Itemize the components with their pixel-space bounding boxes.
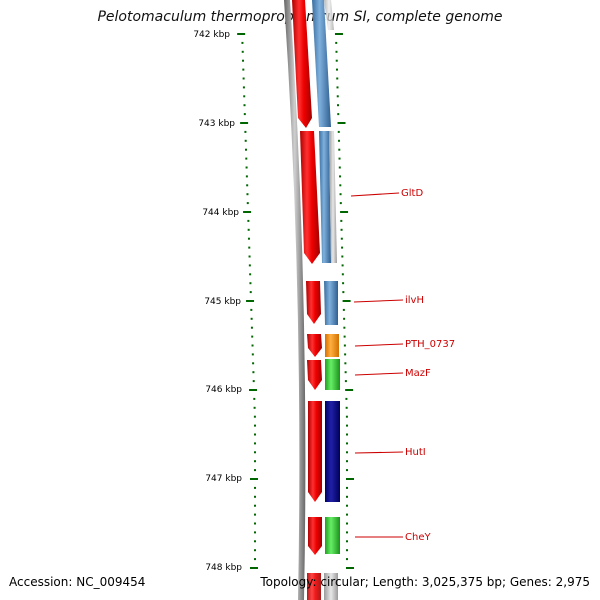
feature-blue-1[interactable] — [312, 0, 331, 127]
tick-label-743: 743 kbp — [198, 119, 235, 129]
genome-backbone — [284, 0, 306, 600]
feature-navy-1[interactable] — [325, 401, 340, 502]
gene-label-huti[interactable]: HutI — [405, 447, 426, 458]
feature-red-2[interactable] — [300, 131, 320, 264]
tick-label-745: 745 kbp — [204, 297, 241, 307]
accession-text: Accession: NC_009454 — [9, 575, 146, 589]
tick-label-742: 742 kbp — [193, 30, 230, 40]
tick-label-746: 746 kbp — [205, 385, 242, 395]
forward-strand-features — [292, 0, 322, 600]
gene-label-ilvh[interactable]: ilvH — [405, 295, 424, 306]
axis-labels: 742 kbp 743 kbp 744 kbp 745 kbp 746 kbp … — [193, 30, 242, 573]
feature-blue-3[interactable] — [324, 281, 338, 325]
feature-red-8[interactable] — [307, 573, 321, 600]
feature-green-1[interactable] — [325, 359, 340, 390]
tick-label-748: 748 kbp — [205, 563, 242, 573]
feature-red-4[interactable] — [307, 334, 322, 357]
gene-label-pth-0737[interactable]: PTH_0737 — [405, 339, 455, 350]
feature-gray-2[interactable] — [324, 573, 338, 600]
feature-orange-1[interactable] — [325, 334, 339, 357]
tick-label-744: 744 kbp — [202, 208, 239, 218]
gene-label-gltd[interactable]: GltD — [401, 188, 423, 199]
feature-red-5[interactable] — [307, 360, 322, 390]
gene-label-chey[interactable]: CheY — [405, 532, 431, 543]
feature-red-6[interactable] — [308, 401, 322, 502]
feature-gray-1[interactable] — [329, 131, 337, 263]
feature-red-1[interactable] — [292, 0, 312, 128]
tick-label-747: 747 kbp — [205, 474, 242, 484]
feature-green-2[interactable] — [325, 517, 340, 554]
genome-stats-text: Topology: circular; Length: 3,025,375 bp… — [260, 575, 590, 589]
feature-gray-top[interactable] — [324, 0, 334, 30]
gene-label-mazf[interactable]: MazF — [405, 368, 431, 379]
feature-red-3[interactable] — [306, 281, 321, 324]
position-ticks — [237, 33, 354, 569]
feature-red-7[interactable] — [308, 517, 322, 555]
gene-labels: GltD ilvH PTH_0737 MazF HutI CheY — [350, 188, 455, 543]
feature-blue-2[interactable] — [319, 131, 331, 263]
cog-features — [312, 0, 340, 600]
